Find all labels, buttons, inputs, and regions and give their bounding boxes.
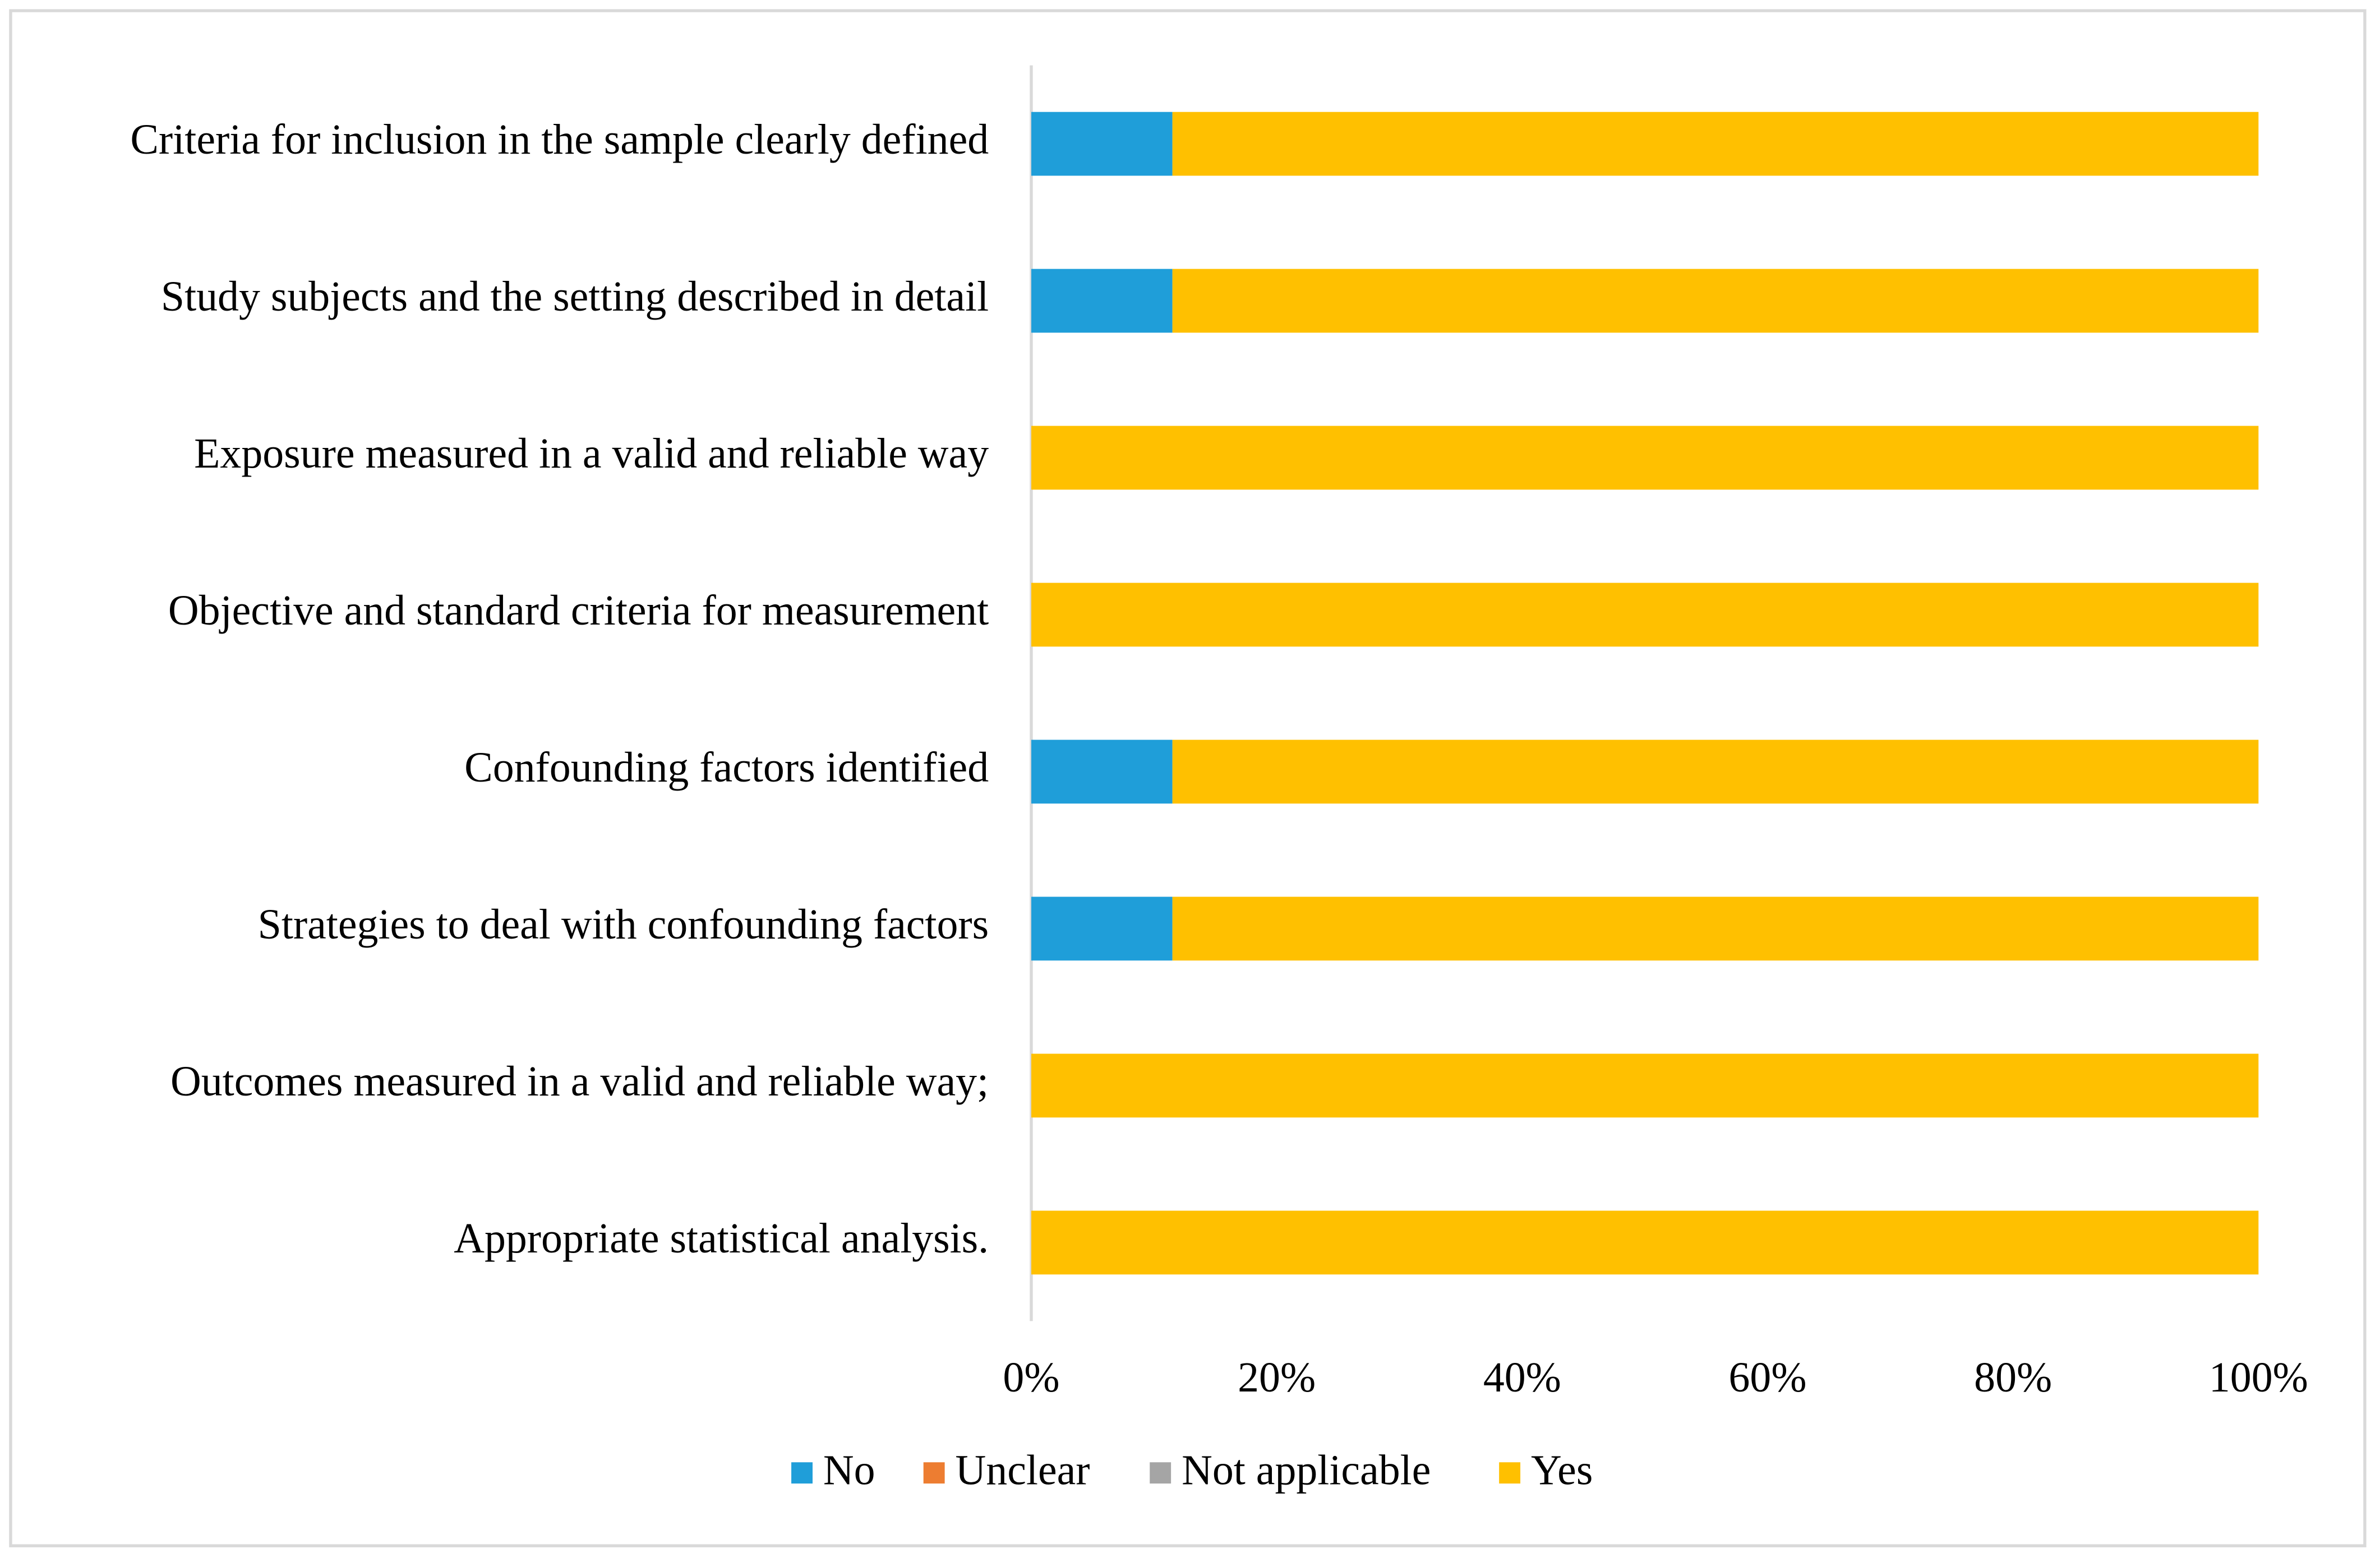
bar-segment bbox=[1031, 1053, 2259, 1118]
bar-segment bbox=[1031, 739, 1173, 804]
legend-swatch bbox=[791, 1462, 813, 1484]
bar-segment bbox=[1031, 112, 1173, 176]
x-tick-label: 0% bbox=[1003, 1354, 1059, 1401]
bar-segment bbox=[1031, 1210, 2259, 1275]
y-tick-label: Outcomes measured in a valid and reliabl… bbox=[170, 1058, 989, 1105]
bar-segment bbox=[1172, 896, 2259, 961]
bar-segment bbox=[1031, 582, 2259, 647]
bar-segment bbox=[1031, 269, 1173, 333]
bar-segment bbox=[1172, 269, 2259, 333]
legend-swatch bbox=[923, 1462, 945, 1484]
bar-segment bbox=[1031, 896, 1173, 961]
legend-label: Yes bbox=[1531, 1446, 1593, 1494]
bar-segment bbox=[1172, 739, 2259, 804]
y-tick-label: Confounding factors identified bbox=[464, 744, 989, 791]
bar-segment bbox=[1031, 426, 2259, 490]
legend-swatch bbox=[1150, 1462, 1171, 1484]
legend-label: Unclear bbox=[956, 1446, 1090, 1494]
legend-label: Not applicable bbox=[1182, 1446, 1431, 1494]
x-tick-label: 20% bbox=[1238, 1354, 1316, 1401]
y-tick-label: Strategies to deal with confounding fact… bbox=[258, 901, 989, 948]
x-tick-label: 40% bbox=[1483, 1354, 1561, 1401]
y-tick-label: Objective and standard criteria for meas… bbox=[168, 587, 989, 634]
x-tick-label: 60% bbox=[1728, 1354, 1806, 1401]
bar-segment bbox=[1172, 112, 2259, 176]
legend-label: No bbox=[823, 1446, 875, 1494]
legend-swatch bbox=[1499, 1462, 1521, 1484]
y-tick-label: Exposure measured in a valid and reliabl… bbox=[194, 430, 989, 477]
y-tick-label: Study subjects and the setting described… bbox=[161, 273, 989, 320]
x-tick-label: 100% bbox=[2209, 1354, 2308, 1401]
y-tick-label: Appropriate statistical analysis. bbox=[454, 1215, 989, 1262]
x-tick-label: 80% bbox=[1974, 1354, 2052, 1401]
y-tick-label: Criteria for inclusion in the sample cle… bbox=[130, 116, 989, 163]
